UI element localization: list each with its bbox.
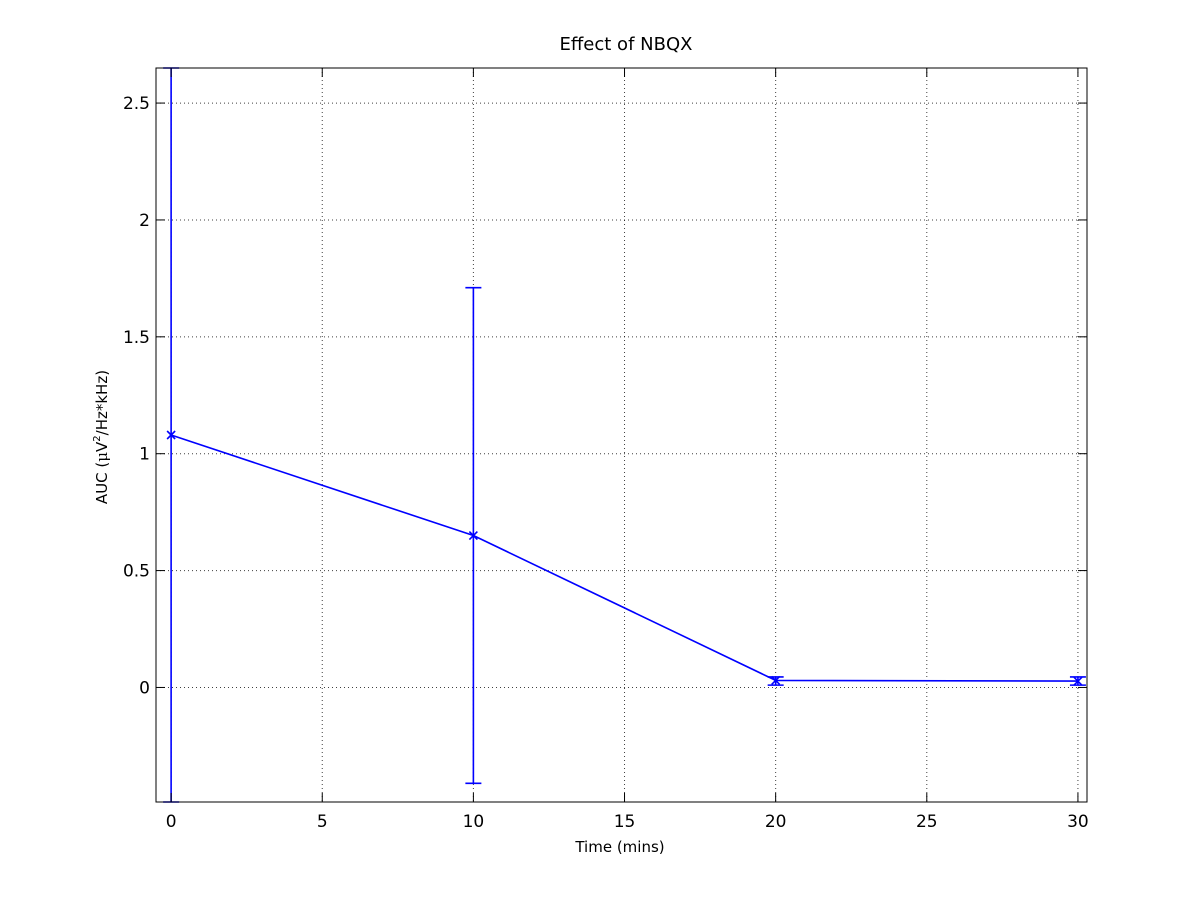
y-tick-labels: 0 0.5 1 1.5 2 2.5: [123, 94, 150, 698]
chart-title: Effect of NBQX: [560, 34, 693, 55]
x-tick-label: 25: [916, 812, 938, 832]
x-axis-label: Time (mins): [574, 838, 664, 856]
series-line: [170, 434, 1078, 682]
y-tick-label: 0.5: [123, 562, 150, 582]
x-tick-label: 0: [166, 812, 177, 832]
y-axis-label-v: V: [93, 441, 111, 452]
ticks-layer: [156, 68, 1087, 802]
plot-area: [156, 68, 1087, 802]
x-tick-label: 5: [317, 812, 328, 832]
x-tick-label: 15: [614, 812, 636, 832]
y-tick-label: 2.5: [123, 94, 150, 114]
y-axis-label: AUC (μV2/Hz*kHz): [92, 370, 111, 504]
data-point-marker: [1073, 676, 1083, 686]
y-tick-label: 2: [139, 211, 150, 231]
y-axis-label-prefix: AUC (: [93, 462, 111, 504]
x-tick-labels: 0 5 10 15 20 25 30: [166, 812, 1089, 832]
data-point-marker: [468, 530, 478, 541]
x-tick-label: 10: [463, 812, 485, 832]
data-point-marker: [771, 675, 781, 686]
y-axis-label-suffix: /Hz*kHz): [93, 370, 111, 435]
y-tick-label: 1.5: [123, 328, 150, 348]
y-tick-label: 1: [139, 445, 150, 465]
x-tick-label: 30: [1067, 812, 1089, 832]
y-tick-label: 0: [139, 678, 150, 698]
x-tick-label: 20: [765, 812, 787, 832]
y-axis-label-sup: 2: [92, 435, 103, 441]
plot-frame: [155, 67, 1088, 803]
data-point-marker: [166, 430, 176, 440]
y-axis-label-mu: μ: [93, 452, 111, 462]
